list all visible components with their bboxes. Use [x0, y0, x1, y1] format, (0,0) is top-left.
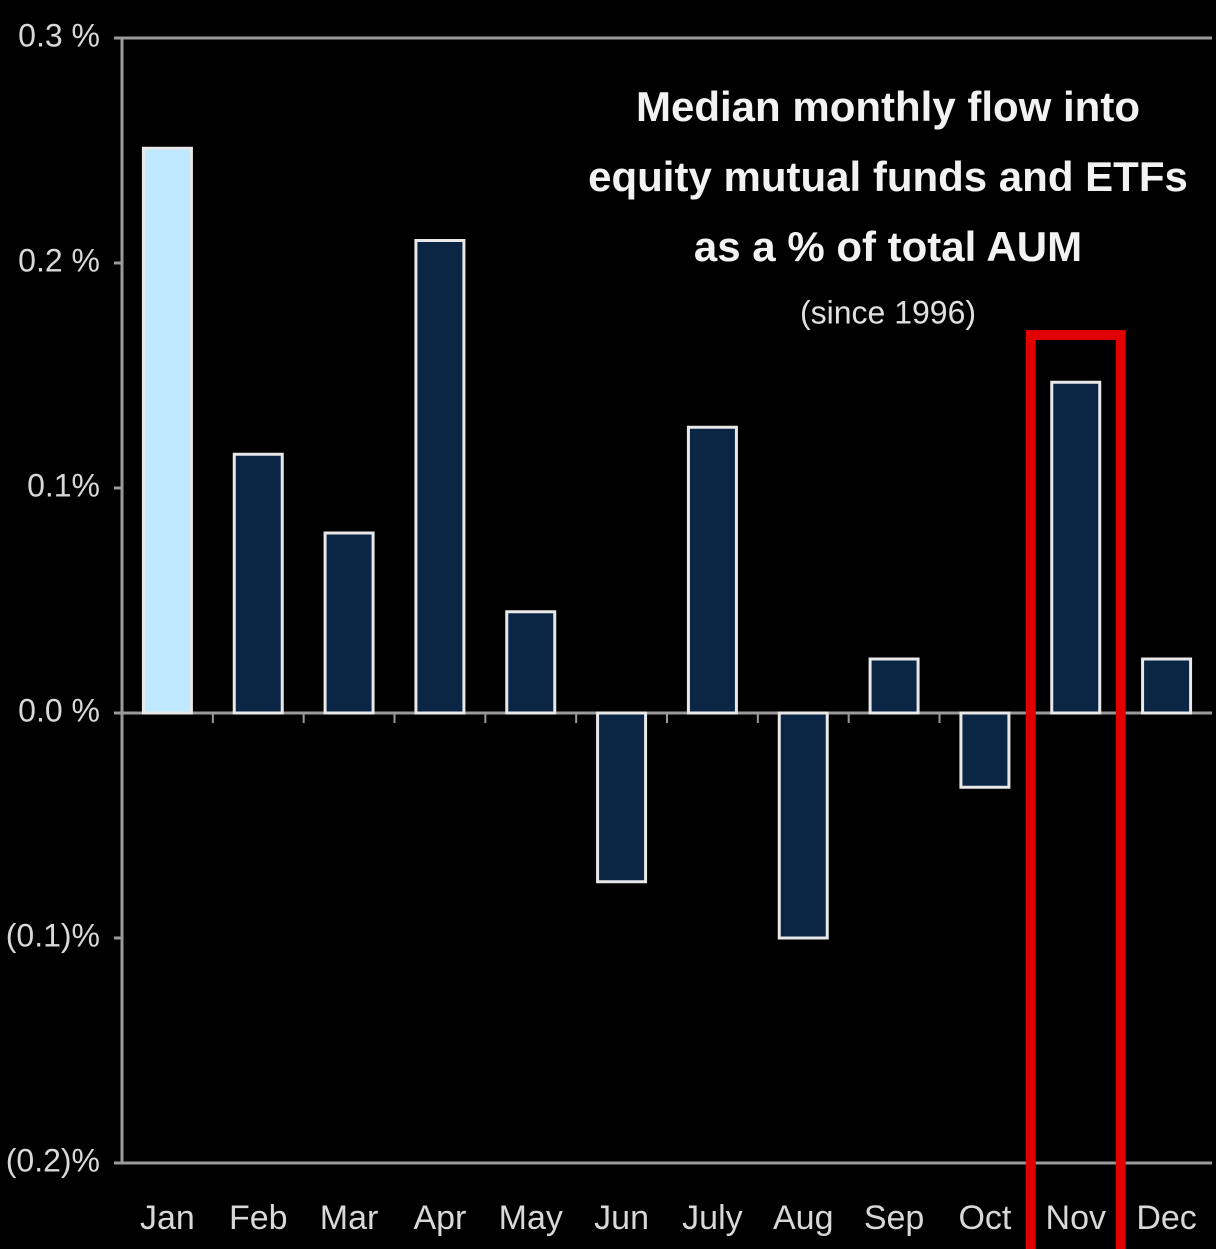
bar	[141, 146, 193, 715]
y-tick-label: 0.3 %	[18, 17, 100, 53]
x-tick-label: Feb	[229, 1199, 288, 1237]
x-tick-label: Jan	[140, 1199, 195, 1237]
y-tick-label: (0.2)%	[6, 1142, 100, 1178]
bar	[505, 610, 557, 715]
x-tick-label: Mar	[320, 1199, 379, 1237]
chart-title-line: as a % of total AUM	[694, 223, 1082, 270]
bar	[596, 711, 648, 884]
y-tick-label: (0.1)%	[6, 917, 100, 953]
x-tick-label: May	[499, 1199, 563, 1237]
bar	[959, 711, 1011, 789]
bar	[1050, 380, 1102, 715]
y-tick-label: 0.0 %	[18, 692, 100, 728]
x-tick-label: July	[682, 1199, 742, 1237]
bar	[414, 239, 466, 715]
bar	[868, 657, 920, 715]
bar	[777, 711, 829, 940]
x-tick-label: Dec	[1136, 1199, 1196, 1237]
highlight-box	[1025, 330, 1126, 1249]
bar	[686, 425, 738, 715]
x-tick-label: Oct	[958, 1199, 1011, 1237]
y-tick-label: 0.1%	[27, 467, 100, 503]
y-tick-label: 0.2 %	[18, 242, 100, 278]
chart-title-line: Median monthly flow into	[636, 83, 1140, 130]
chart-subtitle: (since 1996)	[800, 294, 976, 330]
bar	[232, 452, 284, 715]
x-tick-label: Sep	[864, 1199, 925, 1237]
x-tick-label: Apr	[413, 1199, 466, 1237]
x-tick-label: Aug	[773, 1199, 834, 1237]
chart-title-line: equity mutual funds and ETFs	[588, 153, 1188, 200]
x-tick-label: Nov	[1046, 1199, 1106, 1237]
bar	[1141, 657, 1193, 715]
x-tick-label: Jun	[594, 1199, 649, 1237]
bar	[323, 531, 375, 715]
